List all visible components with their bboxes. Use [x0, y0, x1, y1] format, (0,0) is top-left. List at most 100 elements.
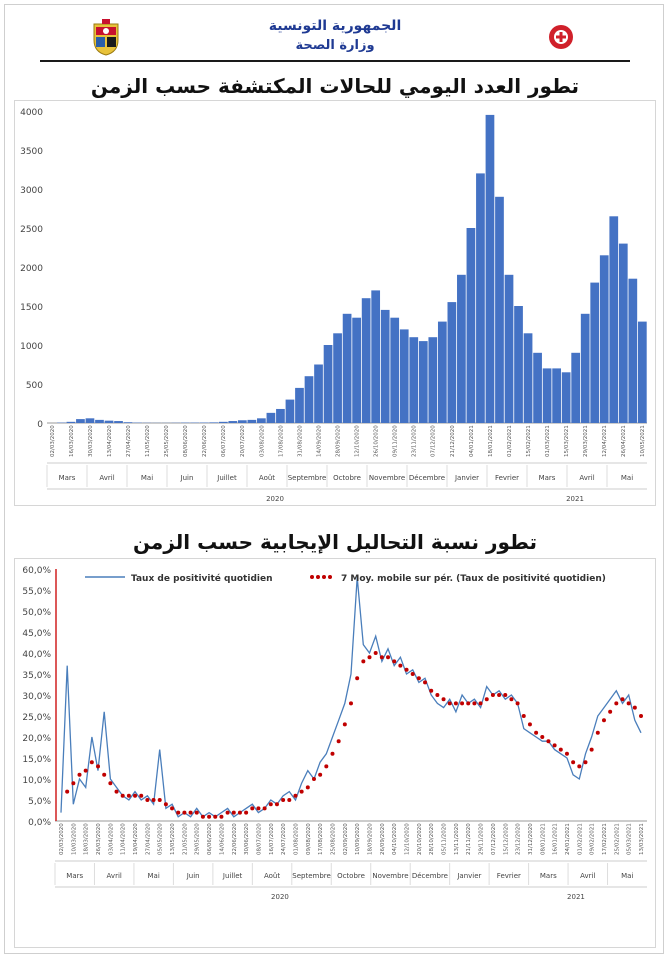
bar — [76, 419, 85, 423]
moving-average-point — [386, 655, 391, 660]
moving-average-point — [546, 739, 551, 744]
chart2-title: تطور نسبة التحاليل الإيجابية حسب الزمن — [132, 530, 538, 554]
month-label: Mai — [621, 872, 633, 880]
moving-average-point — [577, 764, 582, 769]
x-tick-label: 01/03/2021 — [545, 425, 551, 457]
bar — [342, 313, 352, 423]
moving-average-point — [620, 697, 625, 702]
moving-average-point — [373, 651, 378, 655]
x-tick-label: 22/06/2020 — [202, 425, 208, 457]
x-tick-label: 29/03/2021 — [583, 425, 589, 457]
x-tick-label: 22/06/2020 — [232, 823, 238, 855]
positivity-chart-panel: 0,0% 5,0% 10,0% 15,0% 20,0% 25,0% 30,0% 35,0% 40… — [14, 558, 656, 948]
y-tick-label: 0,0% — [28, 818, 51, 828]
moving-average-point — [330, 751, 335, 756]
bar — [257, 418, 266, 423]
bar — [504, 274, 514, 423]
moving-average-point — [336, 739, 341, 744]
x-tick-label: 13/04/2020 — [107, 425, 113, 457]
moving-average-point — [558, 747, 563, 752]
y-tick-label: 20,0% — [22, 734, 51, 744]
moving-average-point — [200, 814, 205, 819]
moving-average-point — [367, 655, 372, 660]
x-tick-label: 16/03/2020 — [69, 425, 75, 457]
moving-average-point — [287, 798, 292, 802]
x-tick-label: 14/09/2020 — [316, 425, 322, 457]
x-tick-label: 24/01/2021 — [565, 823, 571, 855]
x-tick-label: 31/12/2020 — [528, 823, 534, 855]
x-tick-label: 07/12/2020 — [491, 823, 497, 855]
x-tick-label: 10/05/2021 — [640, 425, 646, 457]
chart1-title: تطور العدد اليومي للحالات المكتشفة حسب ا… — [90, 74, 580, 98]
x-tick-label: 03/08/2020 — [259, 425, 265, 457]
x-tick-label: 06/07/2020 — [221, 425, 227, 457]
x-tick-label: 15/02/2021 — [526, 425, 532, 457]
bar — [590, 282, 600, 423]
moving-average-point — [416, 676, 421, 681]
moving-average-point — [311, 777, 316, 781]
x-tick-label: 05/11/2020 — [442, 823, 448, 855]
bar — [428, 337, 438, 423]
bar — [628, 278, 638, 423]
month-label: Mai — [621, 474, 633, 482]
bar — [266, 412, 276, 423]
legend-label-daily: Taux de positivité quotidien — [131, 573, 272, 584]
legend-swatch-average — [316, 575, 320, 579]
month-label: Mars — [540, 872, 557, 880]
y-tick-label: 500 — [26, 381, 43, 391]
x-tick-label: 11/04/2020 — [121, 823, 127, 855]
y-tick-label: 55,0% — [22, 587, 51, 597]
moving-average-point — [404, 667, 409, 672]
bar — [276, 408, 285, 423]
x-tick-label: 26/03/2020 — [96, 823, 102, 855]
moving-average-point — [392, 659, 397, 664]
x-tick-label: 12/04/2021 — [602, 425, 608, 457]
month-label: Avril — [579, 474, 594, 482]
legend-swatch-average — [322, 575, 326, 579]
x-tick-label: 17/08/2020 — [278, 425, 284, 457]
moving-average-point — [207, 814, 212, 819]
month-label: Mai — [141, 474, 153, 482]
bar — [466, 228, 476, 423]
moving-average-point — [490, 693, 495, 697]
y-tick-label: 2500 — [20, 225, 43, 235]
month-label: Janvier — [454, 474, 479, 482]
x-tick-label: 25/02/2021 — [614, 823, 620, 855]
bar — [618, 243, 628, 423]
bar — [237, 420, 247, 423]
bar — [380, 309, 390, 423]
bar — [533, 352, 542, 423]
moving-average-point — [571, 760, 576, 765]
x-tick-label: 25/08/2020 — [330, 823, 336, 855]
bar — [514, 306, 523, 423]
y-tick-label: 40,0% — [22, 650, 51, 660]
bar — [209, 422, 219, 423]
moving-average-point — [589, 747, 594, 752]
moving-average-point — [318, 772, 323, 777]
bar — [523, 333, 533, 423]
x-tick-label: 21/12/2020 — [450, 425, 456, 457]
x-tick-label: 04/10/2020 — [392, 823, 398, 855]
x-tick-label: 03/04/2020 — [108, 823, 114, 855]
bar — [390, 317, 400, 423]
x-tick-label: 30/06/2020 — [244, 823, 250, 855]
moving-average-point — [349, 701, 353, 706]
y-tick-label: 60,0% — [22, 566, 51, 576]
month-label: Mars — [539, 474, 556, 482]
bar — [599, 255, 609, 423]
header-divider — [40, 60, 630, 62]
x-tick-label: 26/04/2021 — [621, 425, 627, 457]
x-tick-label: 31/08/2020 — [297, 425, 303, 457]
moving-average-point — [274, 802, 279, 807]
moving-average-point — [534, 730, 539, 735]
y-tick-label: 25,0% — [22, 713, 51, 723]
moving-average-point — [441, 697, 446, 702]
moving-average-point — [509, 697, 514, 702]
moving-average-point — [231, 810, 236, 815]
moving-average-point — [139, 793, 144, 798]
moving-average-point — [219, 814, 224, 819]
daily-cases-chart-panel: 0 500 1000 1500 2000 2500 3000 3500 4000 02/03/20… — [14, 100, 656, 506]
moving-average-point — [632, 705, 637, 710]
x-tick-label: 12/10/2020 — [355, 425, 361, 457]
bar — [552, 368, 561, 423]
